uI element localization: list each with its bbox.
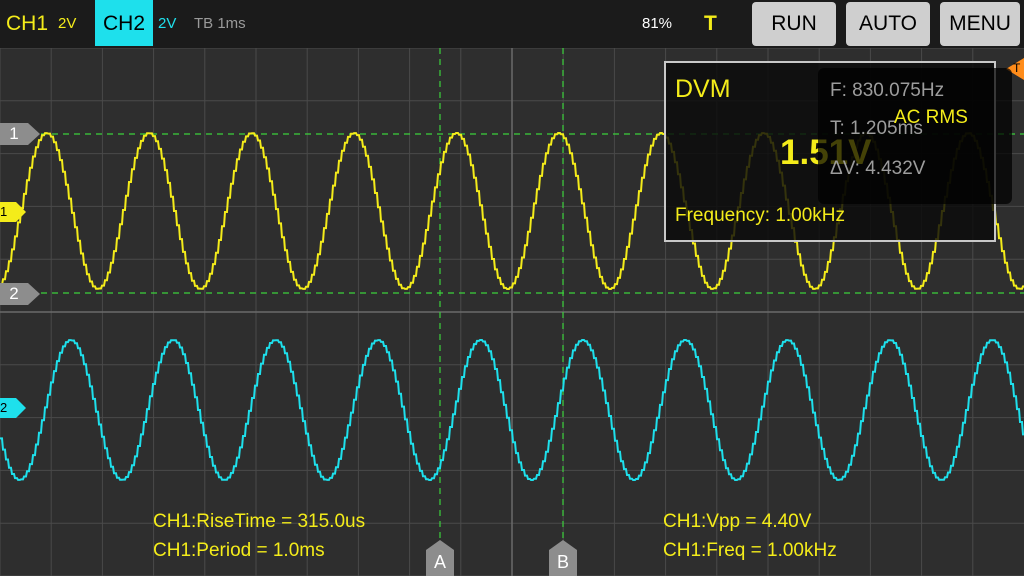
ch2-scale[interactable]: 2V bbox=[158, 15, 177, 32]
cursor-delta-v: ΔV: 4.432V bbox=[830, 158, 926, 179]
cursor-info-panel: F: 830.075Hz T: 1.205ms ΔV: 4.432V bbox=[818, 68, 1012, 204]
trigger-level-marker[interactable]: T bbox=[1006, 58, 1024, 80]
timebase-label[interactable]: TB 1ms bbox=[194, 15, 246, 32]
dvm-frequency: Frequency: 1.00kHz bbox=[675, 205, 846, 226]
cursor-a-label: A bbox=[433, 552, 446, 572]
ch1-offset-marker[interactable]: 1 bbox=[0, 202, 26, 222]
cursor-a-handle[interactable]: A bbox=[426, 540, 454, 576]
cursor-b-label: B bbox=[556, 552, 569, 572]
ch1-label[interactable]: CH1 bbox=[6, 12, 49, 35]
measurement-vpp: CH1:Vpp = 4.40V bbox=[663, 511, 812, 532]
ch2-waveform bbox=[0, 339, 1024, 481]
measurement-period: CH1:Period = 1.0ms bbox=[153, 540, 325, 561]
trigger-indicator[interactable]: T bbox=[704, 12, 717, 35]
cursor-time: T: 1.205ms bbox=[830, 118, 923, 139]
auto-button[interactable]: AUTO bbox=[846, 2, 930, 46]
top-bar: CH1 2V CH2 2V TB 1ms 81% T RUN AUTO MENU bbox=[0, 0, 1024, 48]
ref-level-2-marker[interactable]: 2 bbox=[0, 283, 40, 305]
trigger-level-label: T bbox=[1013, 61, 1021, 75]
dvm-mode: AC RMS bbox=[894, 107, 968, 128]
menu-button[interactable]: MENU bbox=[940, 2, 1020, 46]
ch2-tab[interactable]: CH2 bbox=[95, 0, 153, 46]
ch2-offset-marker[interactable]: 2 bbox=[0, 398, 26, 418]
measurement-rise-time: CH1:RiseTime = 315.0us bbox=[153, 511, 366, 532]
ch1-scale[interactable]: 2V bbox=[58, 15, 77, 32]
cursor-b-handle[interactable]: B bbox=[549, 540, 577, 576]
run-button[interactable]: RUN bbox=[752, 2, 836, 46]
ref-level-1-marker[interactable]: 1 bbox=[0, 123, 40, 145]
dvm-title: DVM bbox=[675, 75, 731, 103]
measurement-freq: CH1:Freq = 1.00kHz bbox=[663, 540, 837, 561]
cursor-frequency: F: 830.075Hz bbox=[830, 80, 945, 101]
battery-level: 81% bbox=[642, 15, 673, 32]
